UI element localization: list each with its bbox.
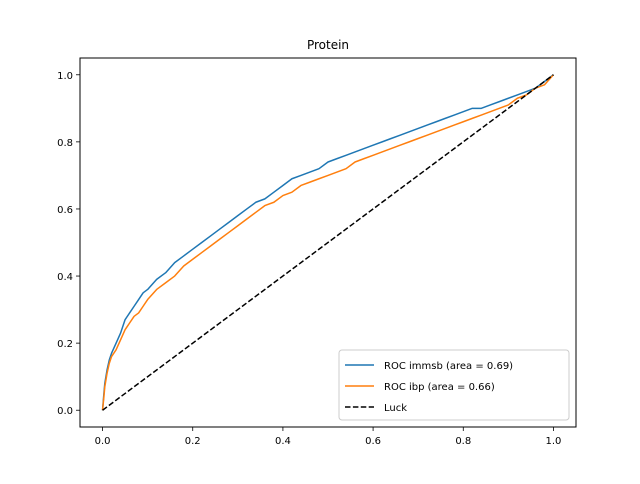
- legend: ROC immsb (area = 0.69) ROC ibp (area = …: [338, 349, 570, 421]
- y-tick-label: 0.4: [57, 272, 73, 283]
- chart-title: Protein: [307, 38, 349, 52]
- legend-box: [338, 349, 570, 421]
- y-tick-label: 0.8: [57, 138, 73, 149]
- y-tick-label: 1.0: [57, 71, 73, 82]
- x-tick-label: 0.8: [455, 436, 471, 447]
- legend-label-luck: Luck: [384, 403, 407, 414]
- ticks-layer: 0.0 0.2 0.4 0.6 0.8 1.0 0.0 0.2 0.4 0.6 0.8 1.0: [57, 71, 561, 447]
- y-tick-label: 0.6: [57, 205, 73, 216]
- x-tick-label: 1.0: [546, 436, 562, 447]
- series-line-2: [102, 74, 554, 411]
- series-layer: [101, 74, 555, 411]
- x-tick-label: 0.6: [365, 436, 381, 447]
- legend-label-immsb: ROC immsb (area = 0.69): [384, 361, 513, 372]
- x-tick-label: 0.2: [185, 436, 201, 447]
- y-tick-label: 0.0: [57, 406, 73, 417]
- y-tick-label: 0.2: [57, 339, 73, 350]
- x-tick-label: 0.0: [95, 436, 111, 447]
- series-line-1: [101, 74, 555, 411]
- legend-label-ibp: ROC ibp (area = 0.66): [384, 382, 495, 393]
- x-tick-label: 0.4: [275, 436, 291, 447]
- series-line-0: [101, 74, 554, 411]
- axes-frame: [79, 57, 577, 428]
